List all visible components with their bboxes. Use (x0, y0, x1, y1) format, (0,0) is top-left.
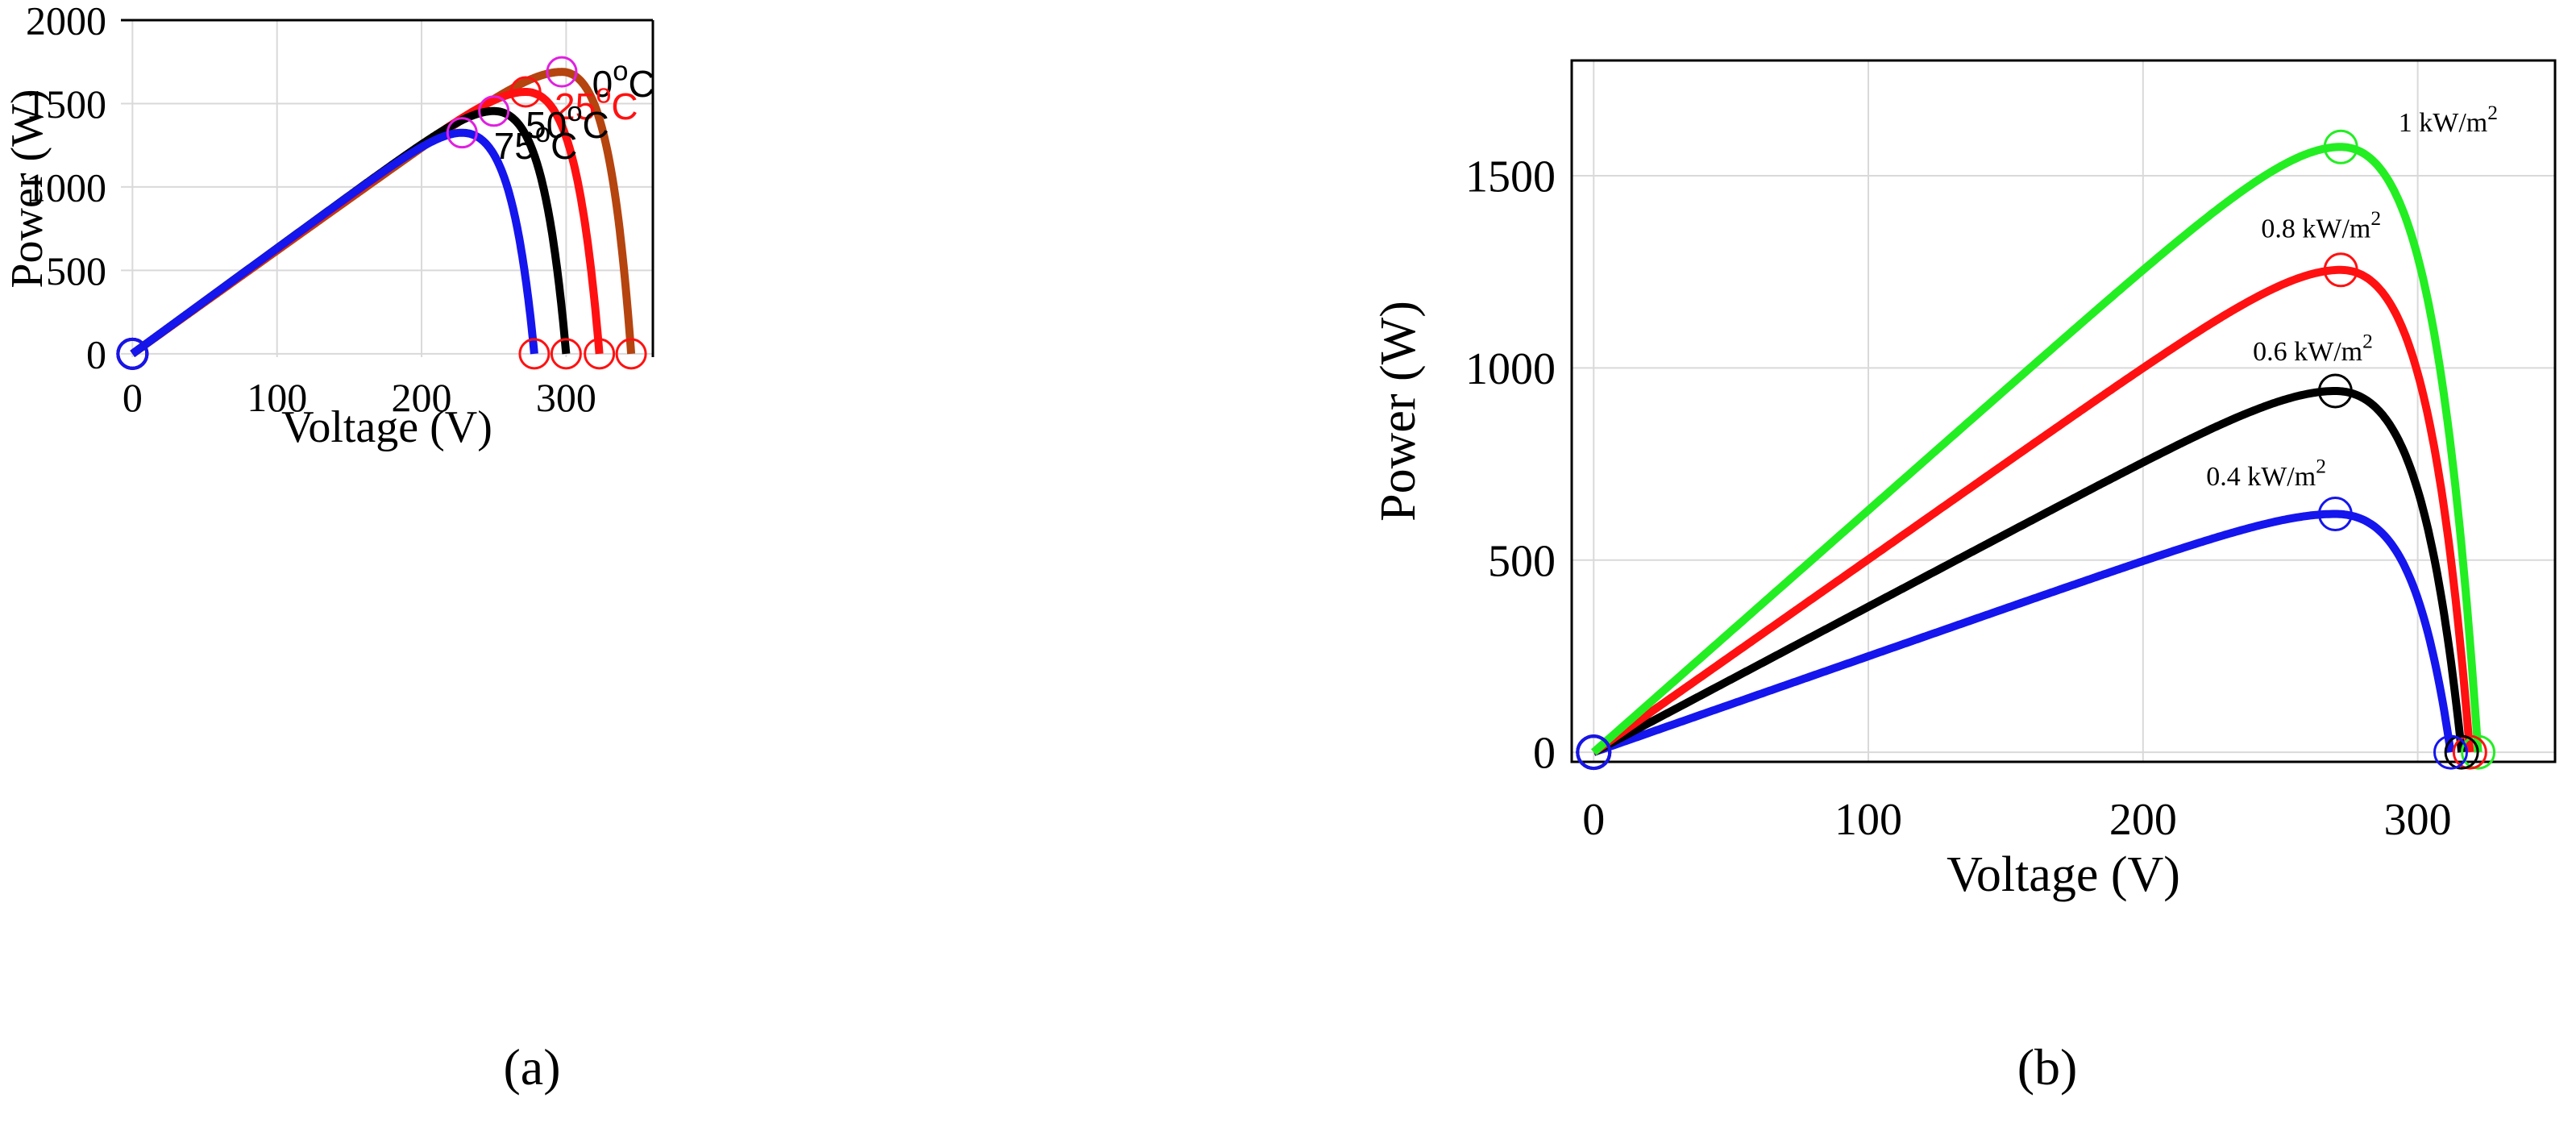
series-line (1590, 143, 2483, 755)
voc-marker (2461, 734, 2496, 770)
series-label-sup: o (613, 56, 628, 86)
series-label: 0.8 kW/m2 (2261, 206, 2381, 243)
series-label-base: 25 (555, 85, 596, 127)
x-tick-label: 0 (123, 375, 143, 420)
voc-marker (584, 338, 616, 370)
y-tick-label: 1500 (1465, 152, 1556, 202)
x-tick-label: 200 (392, 375, 452, 420)
y-tick-label: 0 (1533, 729, 1556, 779)
series-label-base: 50 (526, 104, 567, 146)
series-line (1592, 510, 2455, 756)
x-axis-label: Voltage (V) (281, 402, 492, 452)
mpp-marker (2323, 252, 2358, 288)
y-tick-label: 1000 (1465, 344, 1556, 394)
y-axis-label: Power (W) (1371, 301, 1426, 522)
voc-marker (2452, 734, 2487, 770)
mpp-marker (478, 95, 510, 127)
mpp-marker (509, 76, 542, 108)
series-label-sup: o (535, 118, 551, 148)
voc-marker (518, 338, 551, 370)
series-label-sup: 2 (2316, 454, 2326, 477)
mpp-marker (2317, 497, 2353, 532)
x-tick-label: 200 (2109, 795, 2177, 845)
series-label-base: 0.8 kW/m (2261, 214, 2370, 243)
y-tick-label: 1000 (26, 164, 106, 210)
x-tick-label: 100 (1834, 795, 1902, 845)
mpp-marker (446, 117, 478, 149)
series-label-base: 75 (494, 125, 535, 167)
y-tick-label: 500 (46, 248, 106, 293)
series-label-base: 0.4 kW/m (2206, 462, 2316, 492)
series-label-sup: o (567, 97, 582, 127)
y-tick-label: 500 (1488, 536, 1556, 586)
x-tick-label: 0 (1582, 795, 1605, 845)
series-line (129, 128, 538, 358)
voc-marker (2444, 734, 2479, 770)
x-tick-label: 100 (247, 375, 307, 420)
series-label: 25oC (555, 78, 638, 127)
series-label-unit: C (551, 125, 577, 167)
series-line (1591, 265, 2474, 756)
y-axis-label: Power (W) (2, 89, 52, 288)
series-label: 0oC (592, 56, 655, 105)
series-label-base: 0 (592, 63, 613, 105)
series-label-sup: o (596, 78, 611, 109)
series-label-sup: 2 (2487, 101, 2498, 124)
series-label-unit: C (628, 63, 654, 105)
mpp-marker (546, 56, 578, 88)
series-label: 1 kW/m2 (2399, 101, 2498, 138)
x-axis-label: Voltage (V) (1947, 847, 2180, 902)
series-line (1591, 387, 2466, 756)
plot-frame (1570, 59, 2557, 763)
origin-marker (116, 337, 149, 370)
series-label-sup: 2 (2370, 206, 2381, 230)
panel-b: 0 100 200 300 0 500 1000 1500 Voltage (V) Power (… (1371, 59, 2557, 1096)
origin-marker (1576, 734, 1612, 771)
series-label: 0.4 kW/m2 (2206, 454, 2326, 491)
panel-caption: (b) (2017, 1038, 2078, 1096)
y-tick-label: 2000 (26, 0, 106, 44)
series-label-sup: 2 (2362, 330, 2373, 353)
series-label: 50oC (526, 97, 609, 146)
panel-caption: (a) (503, 1038, 560, 1096)
series-label-unit: C (611, 85, 638, 127)
y-tick-label: 1500 (26, 81, 106, 127)
series-label-base: 1 kW/m (2399, 108, 2487, 138)
x-tick-label: 300 (536, 375, 596, 420)
voc-marker (550, 338, 582, 370)
mpp-marker (2323, 129, 2358, 164)
mpp-marker (2317, 373, 2353, 409)
series-label: 75oC (494, 118, 578, 167)
series-label-base: 0.6 kW/m (2253, 337, 2362, 367)
voc-marker (2433, 734, 2469, 770)
voc-marker (615, 338, 647, 370)
x-tick-label: 300 (2384, 795, 2452, 845)
series-label: 0.6 kW/m2 (2253, 330, 2373, 367)
series-label-unit: C (583, 104, 609, 146)
y-tick-label: 0 (86, 331, 106, 376)
